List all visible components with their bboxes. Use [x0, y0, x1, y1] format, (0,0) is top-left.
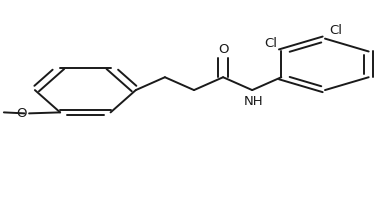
Text: Cl: Cl [329, 24, 342, 37]
Text: O: O [17, 107, 27, 120]
Text: Cl: Cl [264, 36, 277, 50]
Text: O: O [218, 43, 229, 56]
Text: NH: NH [244, 95, 263, 108]
